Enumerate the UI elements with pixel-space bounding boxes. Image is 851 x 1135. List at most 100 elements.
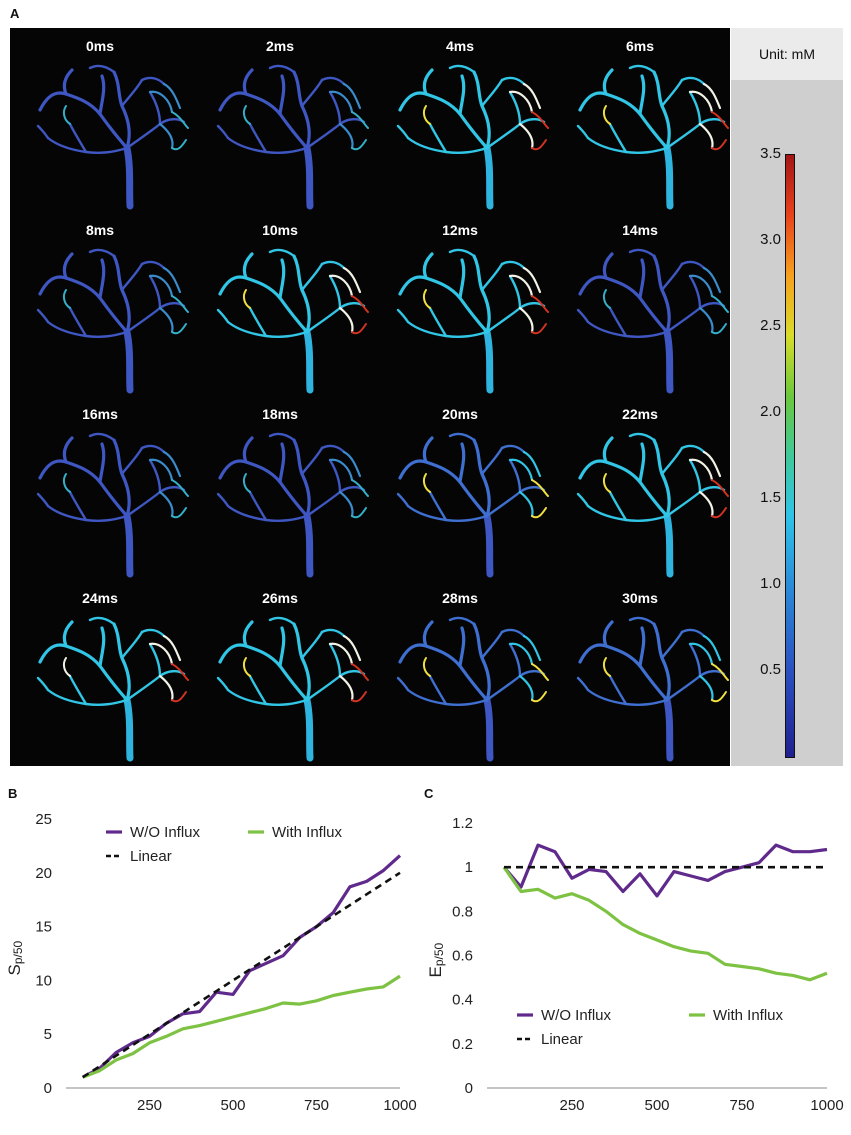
x-tick-label: 500 [644,1097,669,1114]
heatmap-frame: 2ms [190,28,370,212]
x-tick-label: 1000 [383,1097,416,1114]
legend-label: W/O Influx [130,824,201,841]
colorbar-tick-label: 1.0 [760,575,781,592]
frame-time-label: 28ms [442,590,478,606]
y-tick-label: 0.2 [452,1036,473,1053]
x-tick-label: 250 [559,1097,584,1114]
y-tick-label: 0.4 [452,992,473,1009]
frame-time-label: 8ms [85,222,115,238]
colorbar-tick-label: 3.0 [760,231,781,248]
colorbar [785,154,795,758]
x-tick-label: 750 [304,1097,329,1114]
heatmap-frame: 0ms [10,28,190,212]
efficiency-chart: 0 0.2 0.4 0.6 0.8 1 1.2 250 500 750 1000 p Ep/50 W/O … [426,815,844,1135]
x-tick-label: 750 [729,1097,754,1114]
frame-time-label: 2ms [265,38,295,54]
heatmap-frame: 26ms [190,580,370,764]
frame-time-label: 22ms [622,406,658,422]
heatmap-frames-panel: 0ms 2ms 4ms 6ms 8ms 10ms 12ms 14ms 16ms 18ms 20ms 2… [10,28,730,766]
legend-label: W/O Influx [541,1007,612,1024]
heatmap-frame: 10ms [190,212,370,396]
series-line-with-influx [502,866,828,982]
panel-label-b: B [8,786,18,801]
heatmap-frame: 18ms [190,396,370,580]
y-tick-label: 0 [465,1080,473,1097]
dendrite-tree-icon [576,432,729,578]
y-tick-label: 1 [465,859,473,876]
heatmap-frame: 16ms [10,396,190,580]
heatmap-frame: 6ms [550,28,730,212]
y-tick-label: 0.8 [452,903,473,920]
dendrite-tree-icon [396,64,549,210]
dendrite-tree-icon [576,616,729,762]
unit-label: Unit: mM [731,28,843,80]
panel-label-a: A [10,6,20,21]
frame-time-label: 30ms [622,590,658,606]
dendrite-tree-icon [36,616,189,762]
legend-label: With Influx [713,1007,784,1024]
colorbar-tick-label: 2.5 [760,317,781,334]
frame-time-label: 14ms [622,222,658,238]
y-tick-label: 15 [35,919,52,936]
panel-label-c: C [424,786,434,801]
dendrite-tree-icon [576,248,729,394]
y-tick-label: 10 [35,972,52,989]
heatmap-frame: 30ms [550,580,730,764]
series-line-w-o-influx [502,843,828,898]
series-line-w-o-influx [81,854,402,1079]
dendrite-tree-icon [216,432,369,578]
dendrite-tree-icon [576,64,729,210]
frame-time-label: 10ms [262,222,298,238]
colorbar-tick-label: 1.5 [760,489,781,506]
frame-time-label: 18ms [262,406,298,422]
dendrite-tree-icon [36,64,189,210]
heatmap-frame: 20ms [370,396,550,580]
frame-time-label: 26ms [262,590,298,606]
heatmap-frame: 12ms [370,212,550,396]
frame-time-label: 20ms [442,406,478,422]
series-line-with-influx [82,974,401,1079]
heatmap-frame: 14ms [550,212,730,396]
dendrite-tree-icon [36,248,189,394]
x-axis-title: p [227,1129,237,1135]
dendrite-tree-icon [396,248,549,394]
frame-time-label: 0ms [85,38,115,54]
dendrite-tree-icon [216,64,369,210]
dendrite-tree-icon [216,616,369,762]
x-tick-label: 500 [220,1097,245,1114]
y-tick-label: 0 [44,1080,52,1097]
dendrite-tree-icon [216,248,369,394]
series-line-linear [81,871,401,1079]
y-tick-label: 20 [35,865,52,882]
dendrite-tree-icon [396,616,549,762]
x-tick-label: 1000 [810,1097,843,1114]
y-axis-title: Ep/50 [426,942,446,977]
frame-time-label: 12ms [442,222,478,238]
speedup-chart: 0 5 10 15 20 25 250 500 750 1000 p Sp/50 W/O Influx W… [5,811,417,1135]
frame-time-label: 6ms [625,38,655,54]
colorbar-tick-label: 0.5 [760,661,781,678]
heatmap-frame: 24ms [10,580,190,764]
heatmap-frame: 22ms [550,396,730,580]
colorbar-tick-label: 3.5 [760,145,781,162]
y-tick-label: 25 [35,811,52,828]
heatmap-frame: 4ms [370,28,550,212]
y-axis-title: Sp/50 [5,940,25,975]
dendrite-tree-icon [36,432,189,578]
heatmap-frame: 8ms [10,212,190,396]
frame-time-label: 16ms [82,406,118,422]
legend-label: Linear [541,1031,583,1048]
frame-time-label: 24ms [82,590,118,606]
x-axis-title: p [651,1129,661,1135]
dendrite-tree-icon [396,432,549,578]
colorbar-panel: Unit: mM 3.5 3.0 2.5 2.0 1.5 1.0 0.5 [731,28,843,766]
y-tick-label: 1.2 [452,815,473,832]
y-tick-label: 0.6 [452,948,473,965]
heatmap-frame: 28ms [370,580,550,764]
legend-label: Linear [130,848,172,865]
frame-time-label: 4ms [445,38,475,54]
colorbar-tick-label: 2.0 [760,403,781,420]
x-tick-label: 250 [137,1097,162,1114]
y-tick-label: 5 [44,1026,52,1043]
legend-label: With Influx [272,824,343,841]
